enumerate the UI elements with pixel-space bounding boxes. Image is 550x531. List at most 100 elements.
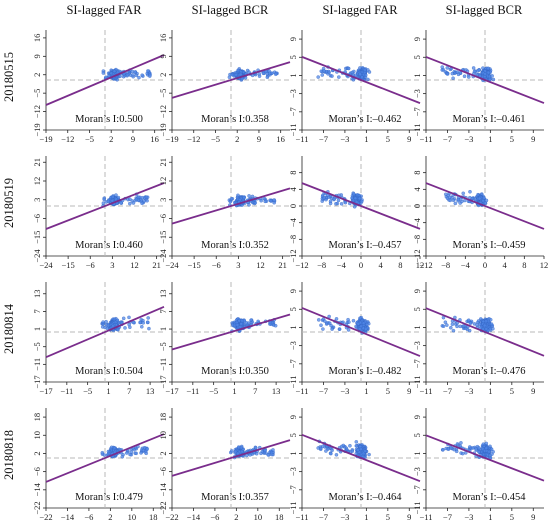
y-tick-label: −14: [158, 482, 168, 496]
x-tick-label: −14: [187, 512, 201, 522]
data-point: [361, 451, 366, 456]
y-tick-label: −7: [412, 485, 422, 494]
data-point: [148, 72, 152, 77]
data-point: [477, 450, 481, 454]
y-tick-label: 1: [32, 327, 42, 331]
data-point: [453, 201, 458, 206]
data-point: [127, 315, 131, 320]
y-tick-label: −8: [288, 235, 298, 244]
y-tick-label: 9: [288, 37, 298, 41]
data-point: [101, 71, 106, 75]
x-tick-label: −4: [337, 260, 347, 270]
data-point: [140, 324, 144, 329]
data-point: [239, 322, 243, 326]
data-point: [481, 442, 486, 446]
scatter-panel-r1c4: −11 −7 −3 1 5 9 9 5 1 −3 −7 −11 Moran’s I:–0.461: [412, 30, 545, 144]
y-tick-label: 5: [288, 307, 298, 311]
x-tick-label: 1: [488, 386, 492, 396]
data-point: [125, 73, 130, 77]
point-cloud: [317, 314, 371, 335]
x-tick-label: 0: [483, 260, 487, 270]
x-tick-label: −5: [85, 134, 94, 144]
data-point: [128, 452, 132, 457]
y-tick-label: 1: [412, 325, 422, 329]
x-tick-label: −24: [39, 260, 53, 270]
y-tick-label: 2: [32, 451, 42, 455]
x-tick-label: 13: [146, 386, 155, 396]
data-point: [249, 318, 253, 322]
y-tick-label: −4: [412, 217, 422, 227]
data-point: [354, 444, 359, 448]
y-tick-label: −7: [412, 359, 422, 368]
x-tick-label: 2: [234, 512, 238, 522]
y-tick-label: 8: [412, 171, 422, 175]
y-tick-label: −12: [288, 249, 298, 262]
x-tick-label: −3: [340, 512, 349, 522]
y-tick-label: −3: [412, 89, 422, 98]
y-tick-label: −3: [288, 89, 298, 98]
scatter-panel-r4c3: −11 −7 −3 1 5 9 9 5 1 −3 −7 −11 Moran’s I:–0.464: [288, 408, 421, 522]
regression-line: [425, 56, 545, 104]
x-tick-label: −7: [319, 512, 328, 522]
data-point: [471, 66, 476, 70]
data-point: [337, 75, 341, 79]
x-tick-label: 1: [364, 134, 368, 144]
y-tick-label: −22: [32, 501, 42, 514]
y-tick-label: 1: [288, 325, 298, 329]
x-tick-label: 9: [407, 512, 411, 522]
morans-i-label: Moran’s I:–0.464: [329, 492, 403, 503]
x-tick-label: 18: [275, 512, 284, 522]
data-point: [242, 195, 246, 200]
x-tick-label: 9: [531, 512, 535, 522]
data-point: [133, 70, 137, 74]
data-point: [236, 68, 240, 73]
data-point: [144, 195, 149, 200]
x-tick-label: 18: [149, 512, 158, 522]
y-tick-label: −11: [412, 502, 422, 515]
x-tick-label: 7: [253, 386, 257, 396]
y-tick-label: 9: [412, 415, 422, 419]
morans-i-label: Moran’s I:–0.461: [453, 114, 526, 125]
data-point: [484, 198, 489, 203]
data-point: [321, 327, 325, 331]
data-point: [462, 74, 467, 78]
data-point: [358, 316, 362, 320]
scatter-panel-r4c1: −22 −14 −6 2 10 18 18 10 2 −6 −14 −22 Moran’s I:0.47…: [32, 408, 165, 522]
data-point: [328, 201, 333, 206]
y-tick-label: 3: [158, 198, 168, 202]
data-point: [261, 71, 266, 75]
x-tick-label: −11: [296, 134, 309, 144]
x-tick-label: 5: [386, 134, 390, 144]
y-tick-label: 1: [288, 73, 298, 77]
data-point: [146, 69, 150, 73]
data-point: [451, 198, 456, 202]
data-point: [356, 321, 361, 326]
point-cloud: [440, 441, 495, 460]
morans-i-label: Moran’s I:0.357: [201, 492, 269, 503]
x-tick-label: 2: [109, 134, 113, 144]
y-tick-label: −3: [288, 467, 298, 476]
x-tick-label: −15: [61, 260, 74, 270]
y-tick-label: 9: [412, 289, 422, 293]
data-point: [141, 321, 145, 325]
data-point: [101, 201, 106, 205]
y-tick-label: −5: [32, 342, 42, 351]
x-tick-label: −11: [296, 386, 309, 396]
x-tick-label: −11: [420, 386, 433, 396]
x-tick-label: 5: [386, 386, 390, 396]
x-tick-label: −11: [420, 134, 433, 144]
data-point: [486, 70, 491, 75]
data-point: [106, 323, 111, 328]
y-tick-label: −11: [412, 124, 422, 137]
data-point: [332, 197, 336, 201]
y-tick-label: 13: [32, 290, 42, 299]
data-point: [357, 196, 362, 201]
data-point: [322, 196, 326, 200]
morans-i-label: Moran’s I:–0.482: [329, 366, 402, 377]
data-point: [274, 72, 278, 76]
y-tick-label: −6: [32, 214, 42, 223]
data-point: [106, 449, 111, 454]
data-point: [449, 325, 453, 330]
data-point: [134, 451, 138, 456]
data-point: [347, 320, 351, 324]
